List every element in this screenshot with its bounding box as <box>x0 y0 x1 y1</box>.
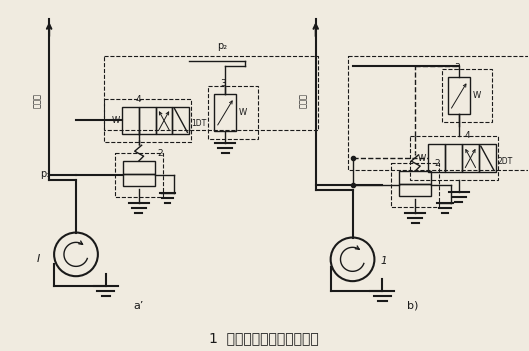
Text: W: W <box>473 91 481 100</box>
Bar <box>172 107 189 134</box>
Text: 2: 2 <box>434 159 440 168</box>
Bar <box>208 86 258 139</box>
Bar <box>428 144 445 172</box>
Text: 2: 2 <box>158 149 163 158</box>
Bar <box>399 184 431 196</box>
Text: W: W <box>112 116 120 125</box>
Text: 2DT: 2DT <box>498 157 513 166</box>
Bar <box>123 161 154 174</box>
Bar <box>122 107 139 134</box>
Text: W: W <box>239 108 248 117</box>
Text: 3: 3 <box>454 63 460 72</box>
Text: p₁: p₁ <box>40 169 50 179</box>
Bar <box>104 99 191 142</box>
Bar <box>479 144 496 172</box>
Text: I: I <box>36 254 40 264</box>
Text: 1: 1 <box>380 256 387 266</box>
Text: 1DT: 1DT <box>191 119 207 128</box>
Text: 4: 4 <box>136 94 141 104</box>
Bar <box>123 174 154 186</box>
Text: a’: a’ <box>133 301 144 311</box>
Bar <box>448 77 470 114</box>
Bar <box>445 144 462 172</box>
Bar <box>442 69 492 122</box>
Bar <box>399 171 431 184</box>
Bar <box>391 163 439 207</box>
Bar <box>348 56 529 170</box>
Text: W: W <box>418 154 426 163</box>
Text: 1  双溢流阀式二级调压回路: 1 双溢流阀式二级调压回路 <box>209 332 319 346</box>
Bar <box>462 144 479 172</box>
Bar <box>139 107 156 134</box>
Text: p₂: p₂ <box>217 41 227 51</box>
Bar <box>410 136 498 180</box>
Text: 仕系统: 仕系统 <box>33 93 42 108</box>
Text: b): b) <box>406 301 418 311</box>
Text: 4: 4 <box>464 131 470 140</box>
Bar <box>115 153 162 197</box>
Text: 3: 3 <box>221 79 226 88</box>
Bar <box>156 107 172 134</box>
Bar <box>104 56 318 130</box>
Bar <box>214 94 236 131</box>
Text: 仕系统: 仕系统 <box>299 93 308 108</box>
